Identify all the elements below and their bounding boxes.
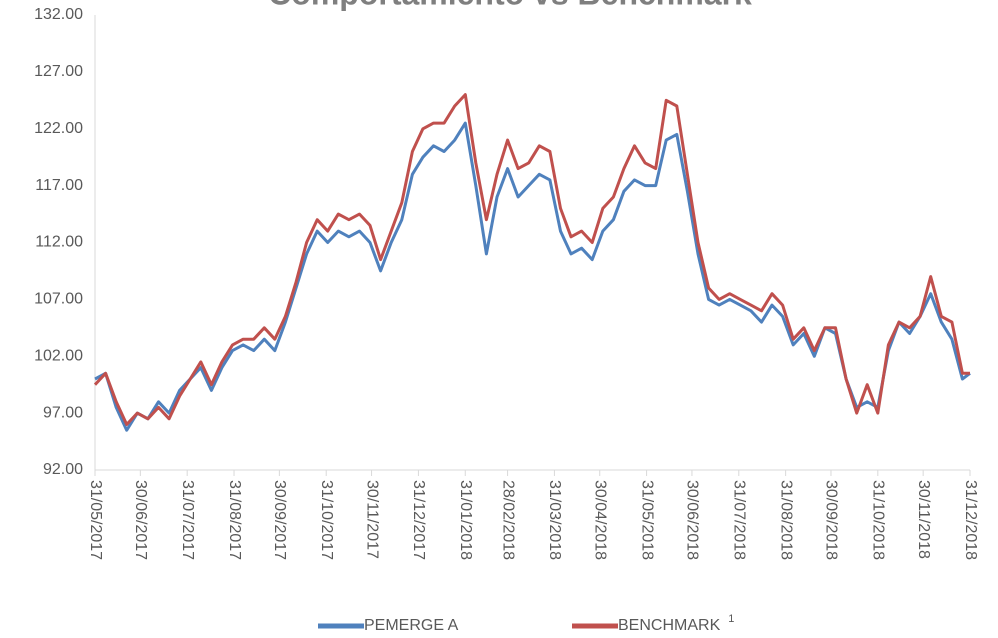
y-tick-label: 107.00 bbox=[34, 291, 83, 308]
legend-label: BENCHMARK bbox=[618, 617, 721, 634]
y-tick-label: 92.00 bbox=[43, 461, 83, 478]
chart-title: Comportamiento vs Benchmark bbox=[268, 0, 752, 11]
x-tick-label: 30/09/2018 bbox=[823, 480, 840, 560]
x-tick-label: 30/11/2018 bbox=[915, 480, 932, 559]
y-tick-label: 132.00 bbox=[34, 6, 83, 23]
x-tick-label: 31/12/2017 bbox=[410, 480, 427, 560]
x-tick-label: 31/07/2017 bbox=[179, 480, 196, 560]
y-tick-label: 102.00 bbox=[34, 347, 83, 364]
y-tick-label: 117.00 bbox=[35, 177, 83, 194]
series-line bbox=[94, 121, 971, 432]
x-tick-label: 30/06/2018 bbox=[684, 480, 701, 560]
y-tick-label: 122.00 bbox=[34, 120, 83, 137]
y-tick-label: 112.00 bbox=[35, 234, 83, 251]
x-tick-label: 31/05/2018 bbox=[638, 480, 655, 560]
x-tick-label: 28/02/2018 bbox=[499, 480, 516, 560]
x-tick-label: 31/08/2017 bbox=[226, 480, 243, 560]
x-tick-label: 31/03/2018 bbox=[546, 480, 563, 560]
x-tick-label: 31/12/2018 bbox=[962, 480, 979, 560]
x-tick-label: 30/11/2017 bbox=[363, 480, 380, 559]
x-tick-label: 31/08/2018 bbox=[777, 480, 794, 560]
x-tick-label: 31/10/2017 bbox=[318, 480, 335, 560]
x-tick-label: 31/05/2017 bbox=[87, 480, 104, 560]
y-tick-label: 97.00 bbox=[43, 404, 83, 421]
legend-label: PEMERGE A bbox=[364, 617, 459, 634]
x-tick-label: 30/04/2018 bbox=[592, 480, 609, 560]
y-tick-label: 127.00 bbox=[34, 63, 83, 80]
x-tick-label: 30/09/2017 bbox=[271, 480, 288, 560]
x-tick-label: 31/07/2018 bbox=[731, 480, 748, 560]
x-tick-label: 31/10/2018 bbox=[870, 480, 887, 560]
x-tick-label: 31/01/2018 bbox=[457, 480, 474, 560]
legend-footnote: 1 bbox=[728, 613, 734, 625]
series-line bbox=[93, 93, 970, 426]
x-tick-label: 30/06/2017 bbox=[132, 480, 149, 560]
